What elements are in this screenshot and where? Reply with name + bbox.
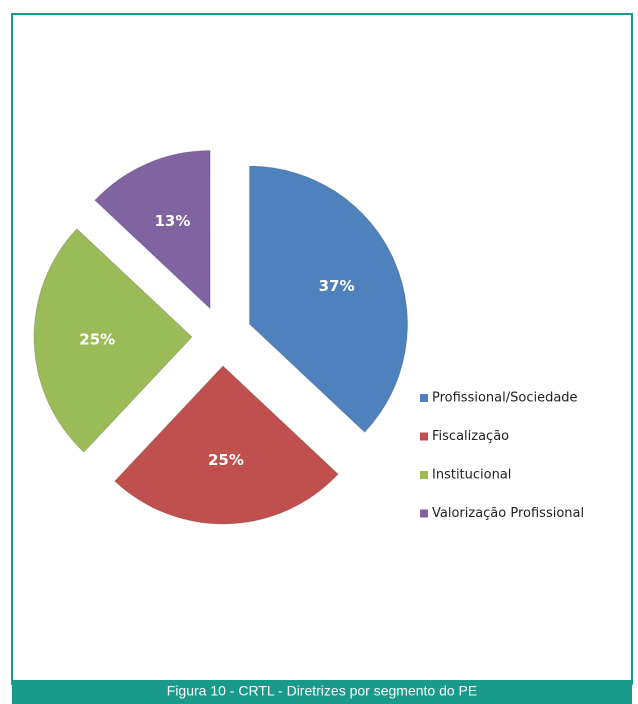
legend-swatch — [420, 432, 428, 441]
caption-bar — [12, 680, 632, 704]
legend-label: Profissional/Sociedade — [432, 391, 578, 406]
pie-slice — [94, 149, 211, 310]
caption: Figura 10 - CRTL - Diretrizes por segmen… — [167, 683, 477, 699]
legend-label: Fiscalização — [432, 429, 509, 444]
legend-label: Institucional — [432, 468, 511, 483]
legend-swatch — [420, 509, 428, 518]
legend-label: Valorização Profissional — [432, 506, 584, 521]
data-label: 37% — [319, 277, 355, 295]
pie-slice — [33, 228, 193, 453]
legend-swatch — [420, 471, 428, 479]
pie-slice — [114, 365, 339, 525]
data-label: 13% — [154, 212, 190, 230]
legend-swatch — [420, 394, 428, 402]
data-label: 25% — [79, 330, 115, 348]
pie-slice — [249, 165, 408, 433]
data-label: 25% — [208, 451, 244, 469]
